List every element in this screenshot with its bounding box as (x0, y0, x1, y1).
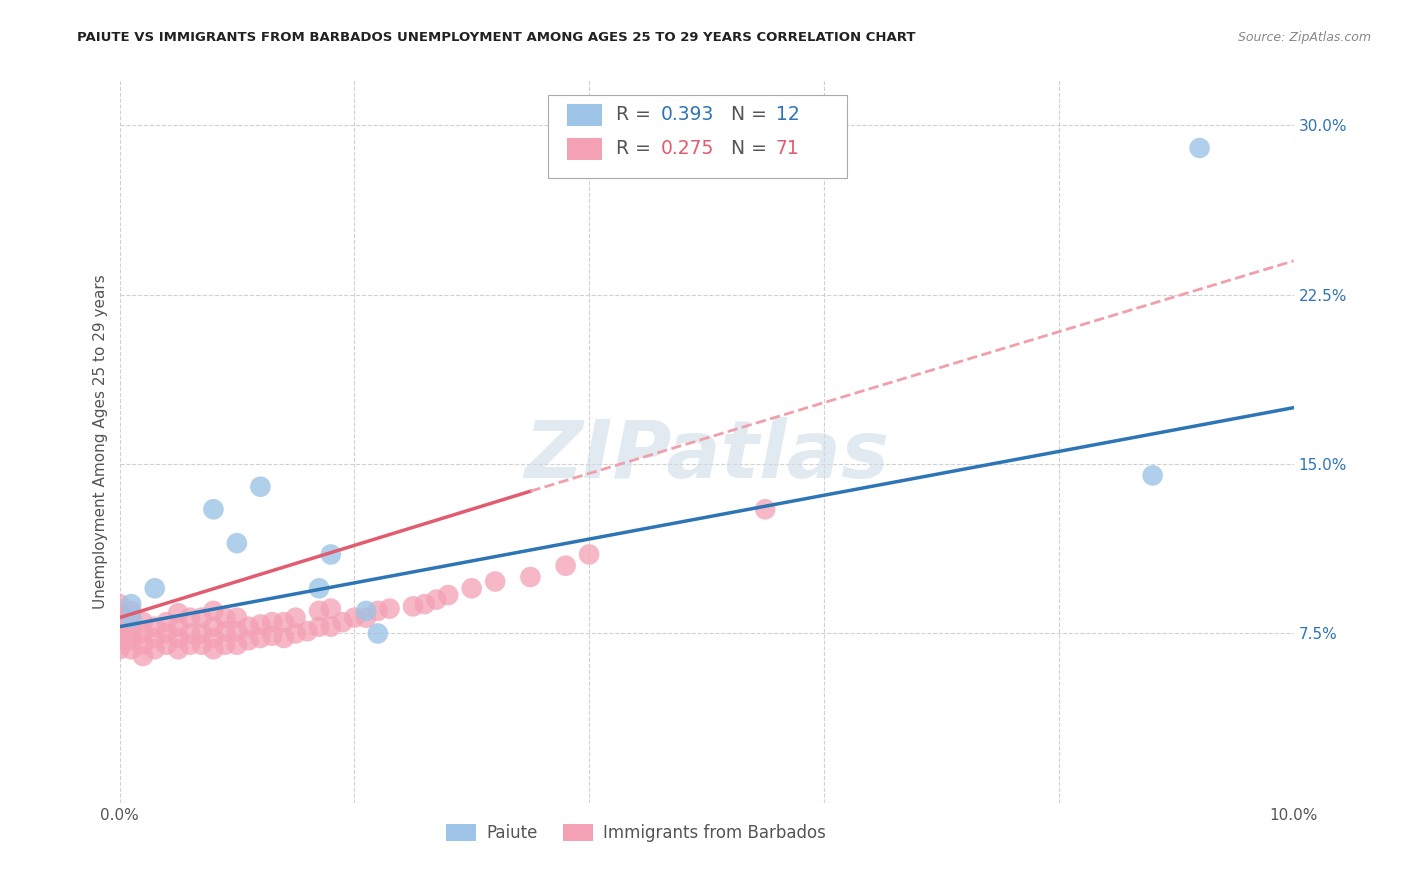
Point (167, 606, 190, 620)
Text: N =: N = (731, 139, 773, 159)
Point (273, 615, 295, 630)
Point (120, 624, 142, 639)
Point (262, 629, 284, 643)
Point (190, 626, 212, 640)
Point (437, 588, 460, 602)
Point (378, 601, 401, 615)
Point (319, 620, 342, 634)
Point (367, 604, 389, 618)
Point (179, 610, 201, 624)
Point (214, 610, 236, 624)
Text: 12: 12 (776, 105, 800, 125)
Point (413, 597, 436, 611)
Point (143, 631, 166, 645)
Point (262, 615, 284, 630)
Point (120, 633, 142, 648)
Text: R =: R = (616, 105, 657, 125)
Point (120, 642, 142, 657)
Point (108, 606, 131, 620)
Point (578, 548, 600, 562)
Point (167, 642, 190, 657)
Point (249, 617, 271, 632)
Point (120, 615, 142, 630)
Point (225, 610, 249, 624)
Point (132, 648, 155, 663)
Text: ZIPatlas: ZIPatlas (524, 417, 889, 495)
Point (167, 620, 190, 634)
Point (308, 620, 330, 634)
Point (367, 626, 389, 640)
Point (202, 620, 225, 634)
Text: 71: 71 (776, 139, 800, 159)
Point (238, 620, 260, 634)
Point (155, 615, 177, 630)
Point (190, 610, 212, 624)
Point (155, 638, 177, 652)
Point (214, 624, 236, 639)
Text: PAIUTE VS IMMIGRANTS FROM BARBADOS UNEMPLOYMENT AMONG AGES 25 TO 29 YEARS CORREL: PAIUTE VS IMMIGRANTS FROM BARBADOS UNEMP… (77, 31, 915, 45)
Point (1188, 141, 1211, 155)
Point (108, 642, 131, 657)
Point (132, 615, 155, 630)
Point (108, 624, 131, 639)
Y-axis label: Unemployment Among Ages 25 to 29 years: Unemployment Among Ages 25 to 29 years (93, 274, 108, 609)
Point (554, 558, 576, 573)
Point (308, 582, 330, 596)
Point (319, 548, 342, 562)
Point (754, 502, 776, 516)
Text: 0.393: 0.393 (661, 105, 714, 125)
Point (484, 574, 506, 589)
Point (202, 604, 225, 618)
Point (120, 610, 142, 624)
Point (332, 615, 354, 630)
Text: N =: N = (731, 105, 773, 125)
Point (343, 610, 366, 624)
Point (155, 626, 177, 640)
Point (308, 604, 330, 618)
Point (460, 582, 484, 596)
Point (202, 642, 225, 657)
Point (167, 631, 190, 645)
Point (1142, 468, 1164, 483)
Point (297, 624, 319, 639)
Point (202, 502, 225, 516)
Point (108, 615, 131, 630)
Point (519, 570, 541, 584)
Point (284, 626, 307, 640)
Point (179, 626, 201, 640)
Point (120, 597, 142, 611)
Point (202, 631, 225, 645)
Legend: Paiute, Immigrants from Barbados: Paiute, Immigrants from Barbados (440, 817, 832, 848)
Point (108, 597, 131, 611)
Point (249, 480, 271, 494)
Point (143, 620, 166, 634)
Point (319, 601, 342, 615)
FancyBboxPatch shape (548, 95, 848, 178)
Point (225, 624, 249, 639)
Point (284, 610, 307, 624)
Bar (567, 138, 602, 160)
Point (238, 633, 260, 648)
Point (143, 582, 166, 596)
Text: R =: R = (616, 139, 657, 159)
Point (249, 631, 271, 645)
Point (132, 638, 155, 652)
Point (425, 592, 447, 607)
Point (225, 536, 249, 550)
Point (214, 638, 236, 652)
Text: Source: ZipAtlas.com: Source: ZipAtlas.com (1237, 31, 1371, 45)
Bar (567, 104, 602, 126)
Point (354, 604, 377, 618)
Point (225, 638, 249, 652)
Point (143, 642, 166, 657)
Point (402, 599, 425, 614)
Point (108, 633, 131, 648)
Point (179, 638, 201, 652)
Point (190, 638, 212, 652)
Point (120, 604, 142, 618)
Point (273, 631, 295, 645)
Point (354, 610, 377, 624)
Text: 0.275: 0.275 (661, 139, 714, 159)
Point (132, 626, 155, 640)
